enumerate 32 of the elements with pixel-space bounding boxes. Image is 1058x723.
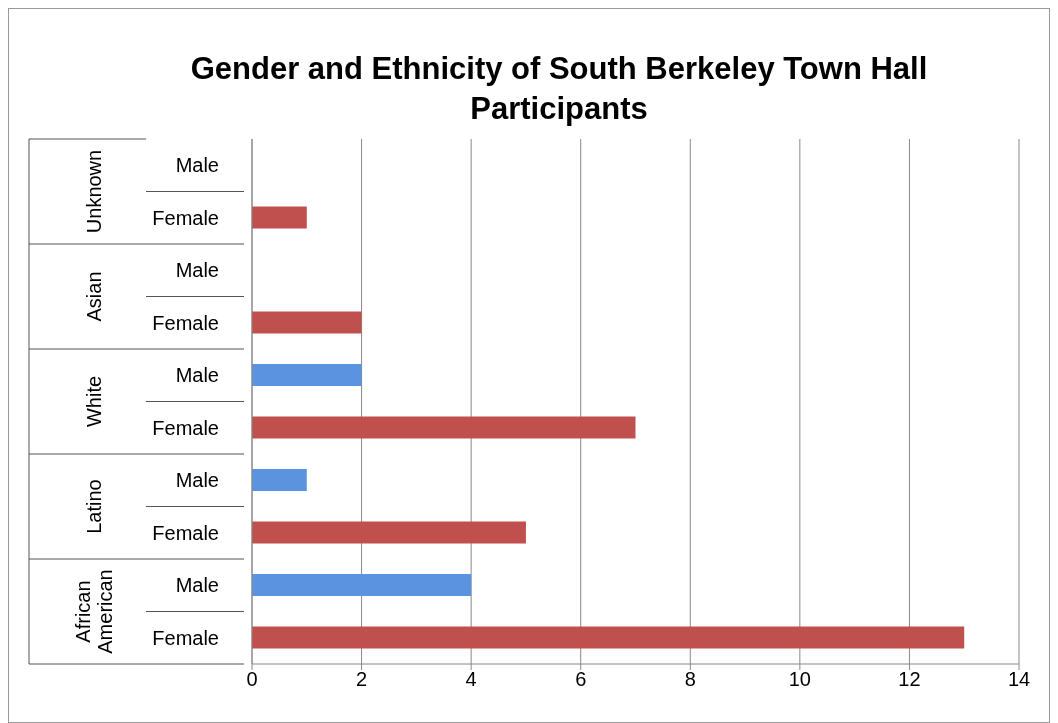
x-tick-label: 8 <box>684 668 696 691</box>
text: Latino <box>83 479 105 534</box>
y-tick-label: Male <box>175 364 219 387</box>
bar <box>252 626 965 649</box>
y-tick-label: Male <box>175 154 219 177</box>
bar <box>252 364 362 386</box>
y-tick-label: Male <box>175 259 219 282</box>
chart-title: Gender and Ethnicity of South Berkeley Town Hall Participants <box>189 50 929 128</box>
y-tick-label: Male <box>175 469 219 492</box>
text: African American <box>72 569 116 654</box>
bar <box>252 416 636 439</box>
x-tick-label: 6 <box>575 668 587 691</box>
x-tick-label: 4 <box>465 668 477 691</box>
bar <box>252 469 307 491</box>
bar <box>252 521 526 544</box>
bar <box>252 574 472 596</box>
y-tick-label: Female <box>152 416 219 439</box>
x-tick-label: 12 <box>898 668 921 691</box>
bar <box>252 311 362 334</box>
y-tick-label: Female <box>152 311 219 334</box>
x-tick-label: 0 <box>246 668 258 691</box>
text: Unknown <box>83 149 105 234</box>
bar <box>252 206 307 229</box>
y-tick-label: Female <box>152 206 219 229</box>
x-tick-label: 2 <box>356 668 368 691</box>
x-tick-label: 10 <box>788 668 811 691</box>
text: White <box>83 375 105 428</box>
text: Asian <box>83 271 105 322</box>
y-tick-label: Male <box>175 574 219 597</box>
y-tick-label: Female <box>152 521 219 544</box>
x-tick-label: 14 <box>1007 668 1031 691</box>
y-tick-label: Female <box>152 626 219 649</box>
